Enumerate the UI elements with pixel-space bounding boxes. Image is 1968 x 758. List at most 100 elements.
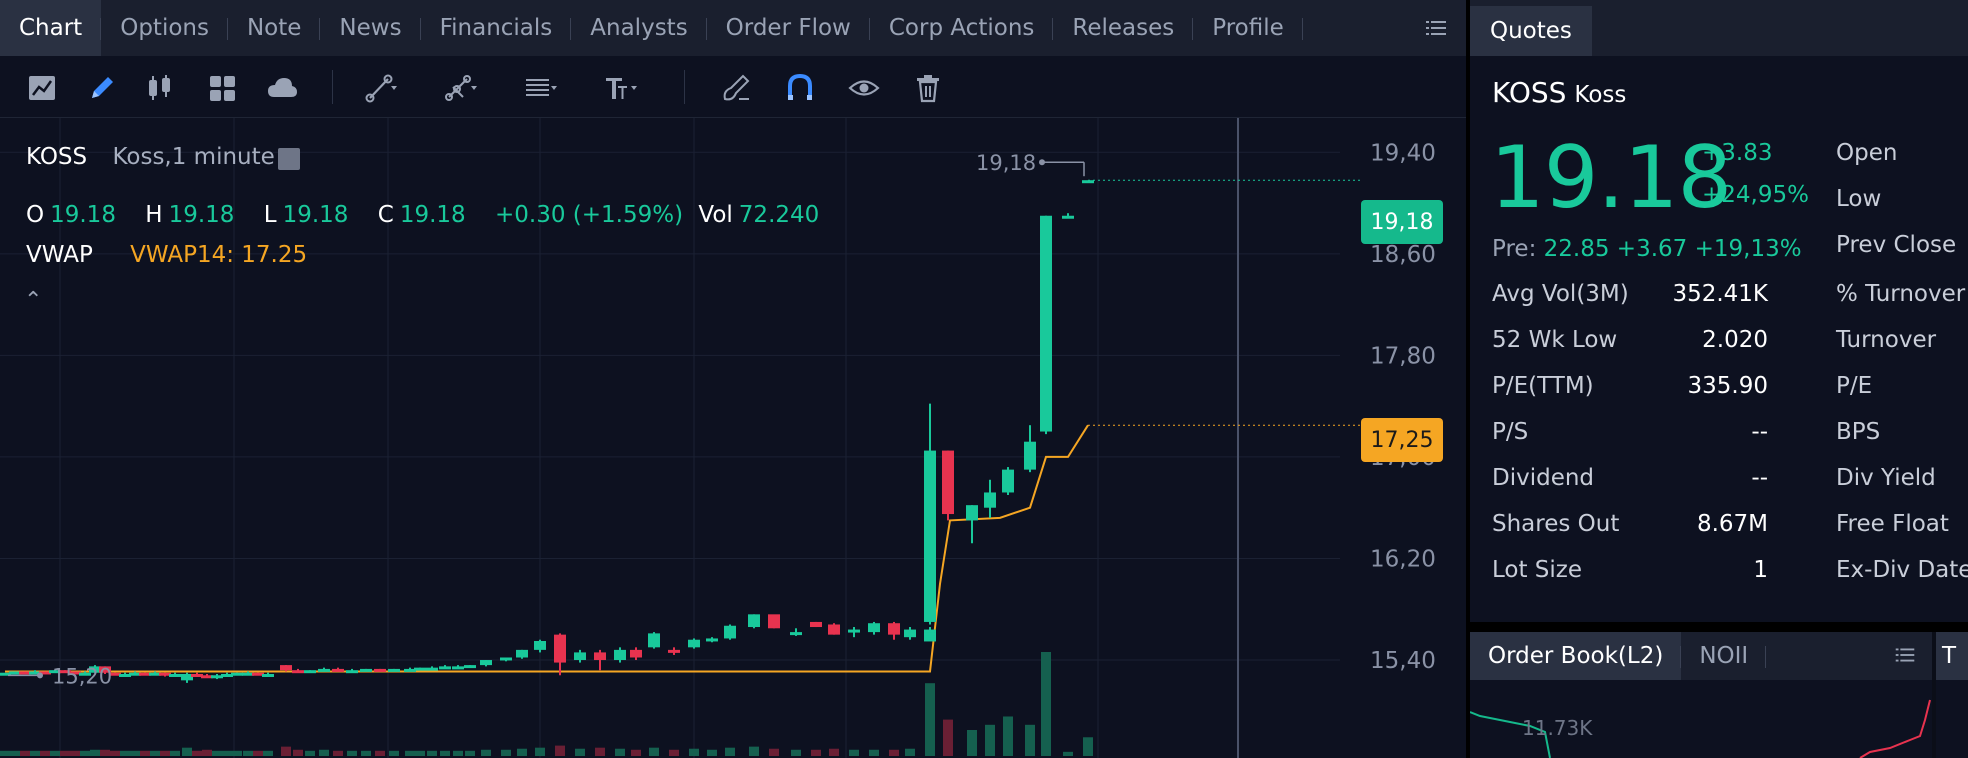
order-book-panel: Order Book(L2) NOII 11.73K — [1470, 632, 1932, 758]
candle-body — [231, 672, 243, 676]
magnet-icon[interactable] — [780, 68, 820, 108]
stat-row: Lot Size 1 — [1492, 557, 1768, 583]
candle-body — [262, 673, 274, 677]
volume-bar — [160, 750, 170, 756]
tab-noii[interactable]: NOII — [1681, 632, 1767, 680]
stat-row: P/S -- — [1492, 419, 1768, 445]
panel-divider[interactable] — [1466, 0, 1470, 758]
volume-bar — [182, 747, 192, 756]
high-marker-label: 19,18 — [976, 151, 1036, 175]
fibonacci-icon[interactable] — [520, 68, 560, 108]
stat-value: -- — [1751, 419, 1768, 445]
tab-order-book-l2[interactable]: Order Book(L2) — [1470, 632, 1682, 680]
tab-profile[interactable]: Profile — [1193, 0, 1303, 56]
list-menu-icon[interactable] — [1422, 14, 1450, 42]
volume-bar — [120, 750, 130, 756]
multi-line-icon[interactable] — [440, 68, 480, 108]
candle-body — [1082, 180, 1094, 184]
quote-name: Koss — [1574, 82, 1627, 108]
candle-body — [221, 673, 233, 677]
volume-bar — [30, 750, 40, 756]
volume-value: 72.240 — [738, 202, 820, 228]
candle-body — [452, 666, 464, 670]
vwap-price-tag: 17,25 — [1361, 418, 1443, 462]
high-marker-dot — [1039, 159, 1045, 166]
vwap-legend[interactable]: VWAP VWAP14: 17.25 — [26, 242, 307, 268]
volume-bar — [749, 746, 759, 756]
close-value: 19.18 — [399, 202, 466, 228]
stat-label: Shares Out — [1492, 511, 1620, 537]
turnover-pct-label: % Turnover — [1836, 281, 1966, 307]
change-value: +0.30 (+1.59%) — [494, 202, 684, 228]
volume-bar — [0, 750, 10, 756]
tab-side[interactable]: T — [1936, 632, 1968, 680]
tab-releases[interactable]: Releases — [1053, 0, 1194, 56]
tab-chart[interactable]: Chart — [0, 0, 102, 56]
candle-body — [480, 660, 492, 666]
tab-financials[interactable]: Financials — [421, 0, 572, 56]
tab-options[interactable]: Options — [101, 0, 228, 56]
volume-label: Vol — [698, 202, 733, 228]
volume-bar — [725, 747, 735, 756]
trash-icon[interactable] — [908, 68, 948, 108]
candle-body — [1024, 441, 1036, 470]
candle-body — [688, 639, 700, 648]
candlestick-icon[interactable] — [140, 68, 180, 108]
tab-news[interactable]: News — [320, 0, 421, 56]
candle-body — [888, 623, 900, 635]
tab-order-flow[interactable]: Order Flow — [707, 0, 871, 56]
prev-close-label: Prev Close — [1836, 232, 1957, 258]
tab-quotes[interactable]: Quotes — [1470, 6, 1592, 56]
stat-label: Lot Size — [1492, 557, 1583, 583]
candle-body — [594, 652, 606, 661]
bps-label: BPS — [1836, 419, 1881, 445]
tab-note[interactable]: Note — [228, 0, 321, 56]
volume-bar — [517, 748, 527, 756]
stat-value: -- — [1751, 465, 1768, 491]
volume-bar — [1025, 724, 1035, 756]
candle-body — [9, 671, 21, 675]
candle-body — [1062, 215, 1074, 219]
candle-body — [724, 625, 736, 639]
candle-body — [69, 671, 81, 675]
layout-grid-icon[interactable] — [202, 68, 242, 108]
trend-line-icon[interactable] — [360, 68, 400, 108]
volume-bar — [222, 750, 232, 756]
candle-body — [554, 634, 566, 663]
vwap-value: VWAP14: 17.25 — [130, 242, 308, 268]
tab-analysts[interactable]: Analysts — [571, 0, 708, 56]
volume-bar — [829, 748, 839, 756]
bid-depth-line — [1470, 711, 1551, 758]
chart-description: Koss,1 minute — [112, 144, 275, 170]
chevron-up-icon[interactable]: ⌃ — [24, 288, 43, 313]
volume-bar — [347, 750, 357, 756]
text-tool-icon[interactable] — [600, 68, 640, 108]
stat-label: Avg Vol(3M) — [1492, 281, 1629, 307]
pencil-icon[interactable] — [82, 68, 122, 108]
volume-bar — [253, 750, 263, 756]
volume-bar — [140, 750, 150, 756]
volume-bar — [389, 750, 399, 756]
quote-ticker: KOSS — [1492, 76, 1567, 109]
tab-corp-actions[interactable]: Corp Actions — [870, 0, 1054, 56]
list-menu-icon[interactable] — [1892, 642, 1918, 668]
note-icon[interactable] — [278, 148, 300, 170]
quote-change: +3.83 — [1702, 140, 1773, 166]
free-float-label: Free Float — [1836, 511, 1949, 537]
eye-icon[interactable] — [844, 68, 884, 108]
chart-type-icon[interactable] — [22, 68, 62, 108]
candle-body — [201, 675, 213, 679]
quotes-panel: Quotes KOSS Koss 19.18 +3.83 +24,95% Pre:… — [1470, 0, 1968, 622]
candle-body — [211, 675, 223, 679]
candle-body — [89, 666, 101, 673]
candle-body — [439, 666, 451, 670]
side-panel: T — [1936, 632, 1968, 758]
cloud-icon[interactable] — [262, 68, 302, 108]
candle-body — [280, 665, 292, 671]
volume-bar — [10, 750, 20, 756]
stat-row: Shares Out 8.67M — [1492, 511, 1768, 537]
brush-icon[interactable] — [716, 68, 756, 108]
volume-bar — [849, 749, 859, 756]
